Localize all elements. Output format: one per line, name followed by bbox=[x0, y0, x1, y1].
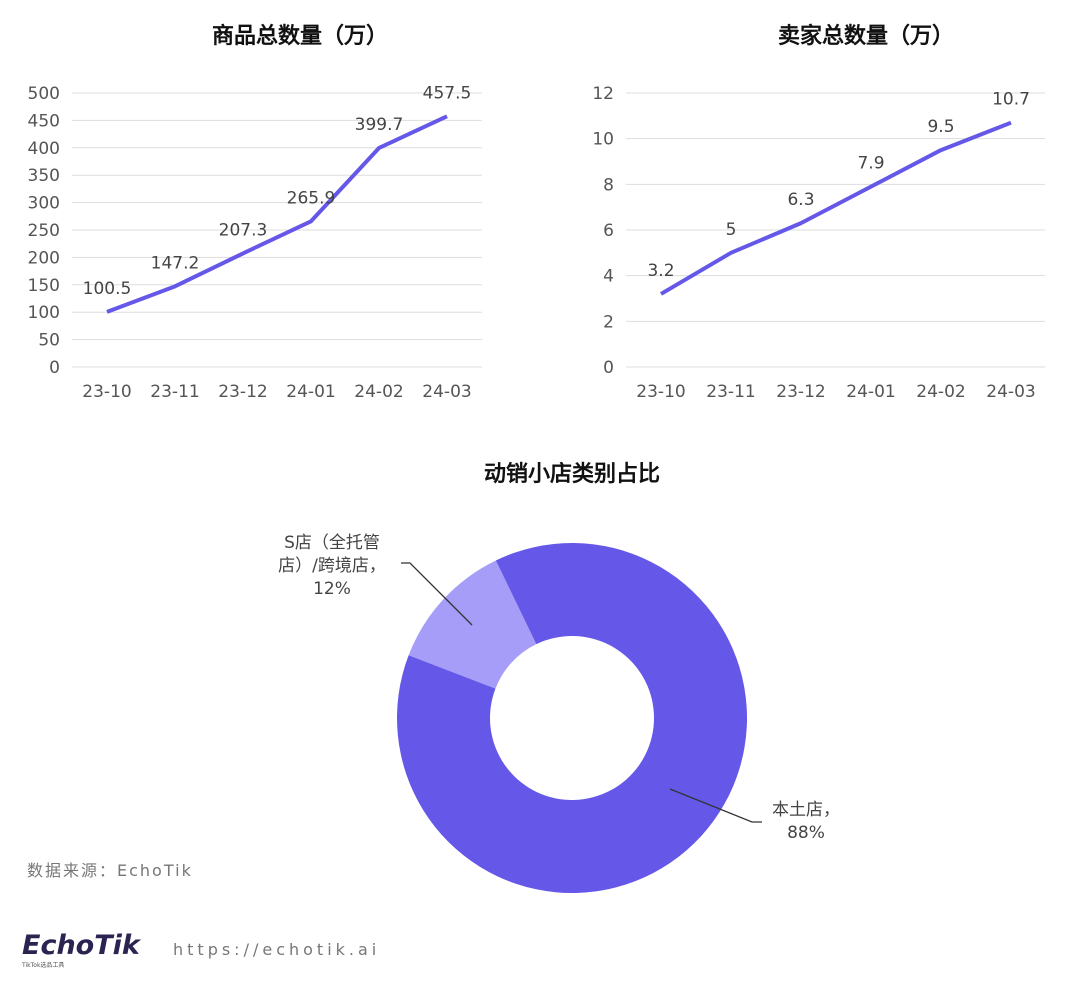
x-tick-label: 23-12 bbox=[776, 382, 825, 402]
x-tick-label: 24-02 bbox=[354, 382, 403, 402]
chart-title-1: 卖家总数量（万） bbox=[778, 23, 954, 49]
slice-label: 12% bbox=[313, 579, 351, 599]
data-label: 3.2 bbox=[647, 261, 674, 281]
leader-line bbox=[669, 788, 762, 823]
data-label: 5 bbox=[726, 220, 737, 240]
x-tick-label: 24-03 bbox=[986, 382, 1035, 402]
y-tick-label: 2 bbox=[603, 312, 614, 332]
series-line bbox=[659, 120, 1012, 296]
x-tick-label: 23-10 bbox=[636, 382, 685, 402]
data-label: 9.5 bbox=[927, 117, 954, 137]
chart-title-0: 商品总数量（万） bbox=[212, 23, 388, 49]
pie-slice bbox=[408, 560, 537, 689]
y-tick-label: 400 bbox=[28, 139, 60, 159]
slice-label: S店（全托管 bbox=[284, 533, 380, 553]
x-tick-label: 23-10 bbox=[82, 382, 131, 402]
slice-label: 店）/跨境店， bbox=[278, 556, 386, 576]
data-label: 147.2 bbox=[151, 253, 200, 273]
y-tick-label: 0 bbox=[603, 358, 614, 378]
x-tick-label: 24-02 bbox=[916, 382, 965, 402]
data-label: 6.3 bbox=[787, 190, 814, 210]
echotik-logo: EchoTik bbox=[22, 930, 140, 961]
series-line bbox=[106, 114, 448, 314]
x-tick-label: 23-12 bbox=[218, 382, 267, 402]
data-label: 207.3 bbox=[219, 220, 268, 240]
data-label: 10.7 bbox=[992, 90, 1030, 110]
chart-title-2: 动销小店类别占比 bbox=[484, 462, 660, 487]
y-tick-label: 250 bbox=[28, 221, 60, 241]
leader-line bbox=[401, 562, 473, 626]
data-label: 457.5 bbox=[423, 83, 472, 103]
y-tick-label: 4 bbox=[603, 267, 614, 287]
y-tick-label: 150 bbox=[28, 276, 60, 296]
x-tick-label: 24-03 bbox=[422, 382, 471, 402]
y-tick-label: 12 bbox=[592, 84, 614, 104]
pie-slice bbox=[396, 543, 747, 894]
y-tick-label: 300 bbox=[28, 194, 60, 214]
data-label: 399.7 bbox=[355, 115, 404, 135]
website-url[interactable]: https://echotik.ai bbox=[173, 940, 381, 959]
data-source: 数据来源：EchoTik bbox=[27, 861, 193, 880]
slice-label: 88% bbox=[787, 823, 825, 843]
y-tick-label: 10 bbox=[592, 130, 614, 150]
x-tick-label: 23-11 bbox=[706, 382, 755, 402]
y-tick-label: 500 bbox=[28, 84, 60, 104]
y-tick-label: 100 bbox=[28, 303, 60, 323]
y-tick-label: 6 bbox=[603, 221, 614, 241]
data-label: 100.5 bbox=[83, 279, 132, 299]
data-label: 265.9 bbox=[287, 188, 336, 208]
x-tick-label: 23-11 bbox=[150, 382, 199, 402]
y-tick-label: 8 bbox=[603, 175, 614, 195]
y-tick-label: 50 bbox=[38, 331, 60, 351]
y-tick-label: 350 bbox=[28, 166, 60, 186]
slice-label: 本土店， bbox=[772, 800, 840, 820]
logo-subtitle: TikTok选品工具 bbox=[22, 962, 65, 969]
x-tick-label: 24-01 bbox=[286, 382, 335, 402]
y-tick-label: 450 bbox=[28, 111, 60, 131]
y-tick-label: 200 bbox=[28, 248, 60, 268]
x-tick-label: 24-01 bbox=[846, 382, 895, 402]
y-tick-label: 0 bbox=[49, 358, 60, 378]
data-label: 7.9 bbox=[857, 154, 884, 174]
